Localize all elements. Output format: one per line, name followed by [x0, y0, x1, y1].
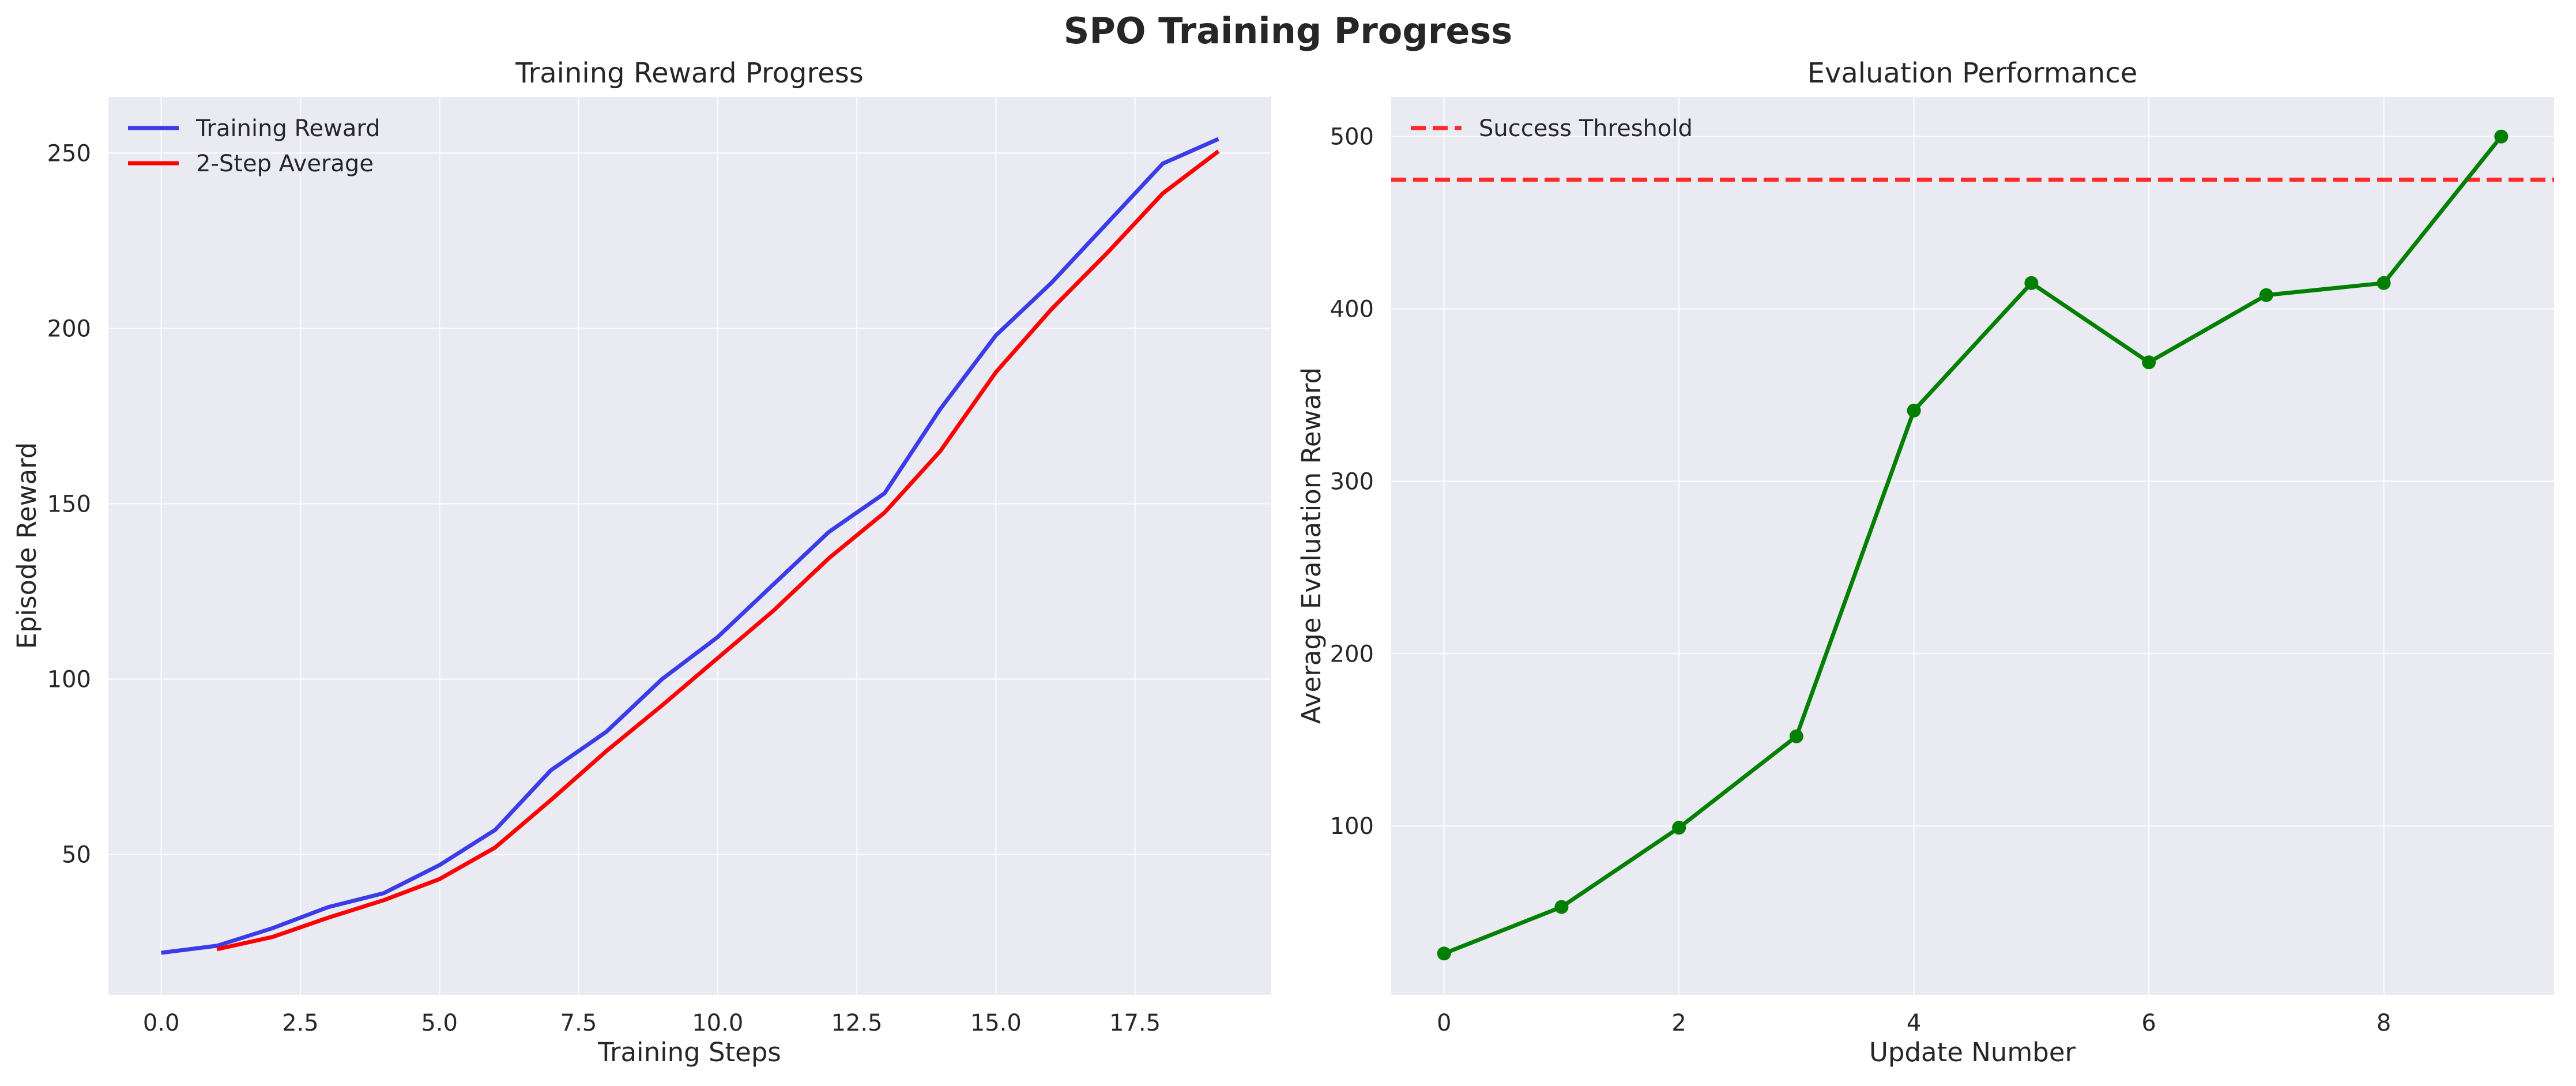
evaluation-reward-point: [2024, 276, 2039, 290]
training-x-tick-label: 2.5: [282, 1010, 319, 1036]
evaluation-y-tick-label: 300: [1330, 468, 1374, 495]
training-x-tick-label: 15.0: [970, 1010, 1022, 1036]
evaluation-reward-point: [1789, 729, 1803, 743]
training-y-tick-label: 200: [47, 315, 91, 342]
evaluation-reward-point: [1672, 821, 1686, 835]
training-x-label: Training Steps: [597, 1037, 781, 1068]
evaluation-reward-point: [1437, 946, 1451, 961]
evaluation-reward-line: [1443, 135, 2503, 956]
training-series: [161, 137, 1220, 955]
training-x-ticks: 0.0 2.5 5.0 7.5 10.0 12.5 15.0 17.5: [143, 1010, 1161, 1036]
evaluation-y-tick-label: 500: [1330, 124, 1374, 151]
training-x-tick-label: 10.0: [692, 1010, 743, 1036]
training-x-tick-label: 0.0: [143, 1010, 180, 1036]
evaluation-panel: 0 2 4 6 8 100 200 300 400 500 Evaluation Perform…: [1296, 57, 2554, 1068]
evaluation-reward-point: [2259, 288, 2273, 302]
evaluation-reward-point: [1907, 403, 1921, 418]
evaluation-x-tick-label: 6: [2141, 1010, 2156, 1036]
evaluation-reward-point: [2142, 355, 2156, 370]
training-reward-panel: 0.0 2.5 5.0 7.5 10.0 12.5 15.0 17.5 50 100 150 200…: [12, 57, 1271, 1068]
evaluation-series: [1391, 129, 2554, 961]
legend-label-success-threshold: Success Threshold: [1479, 115, 1693, 142]
evaluation-reward-point: [2494, 129, 2509, 144]
evaluation-x-label: Update Number: [1869, 1037, 2076, 1068]
evaluation-y-tick-label: 400: [1330, 296, 1374, 323]
training-grid: [108, 97, 1271, 995]
training-y-tick-label: 50: [62, 842, 91, 869]
evaluation-x-tick-label: 8: [2377, 1010, 2391, 1036]
evaluation-x-tick-label: 4: [1907, 1010, 1921, 1036]
training-plot-area: [108, 97, 1271, 995]
legend-label-training-reward: Training Reward: [195, 115, 381, 142]
training-y-tick-label: 250: [47, 140, 91, 167]
evaluation-y-tick-label: 100: [1330, 813, 1374, 840]
evaluation-x-tick-label: 2: [1671, 1010, 1686, 1036]
evaluation-panel-title: Evaluation Performance: [1807, 57, 2138, 89]
training-reward-line: [161, 137, 1219, 955]
training-x-tick-label: 7.5: [560, 1010, 597, 1036]
evaluation-legend: Success Threshold: [1411, 115, 1693, 142]
evaluation-grid: [1391, 97, 2554, 995]
training-y-label: Episode Reward: [12, 442, 42, 649]
evaluation-reward-point: [1554, 900, 1569, 914]
legend-label-2-step-average: 2-Step Average: [196, 151, 374, 177]
evaluation-reward-point: [2377, 276, 2391, 290]
figure-title: SPO Training Progress: [1064, 10, 1512, 52]
evaluation-y-tick-label: 200: [1330, 641, 1374, 667]
training-y-tick-label: 150: [47, 491, 91, 518]
training-x-tick-label: 17.5: [1109, 1010, 1161, 1036]
2-step-average-line: [216, 149, 1220, 952]
evaluation-x-ticks: 0 2 4 6 8: [1437, 1010, 2391, 1036]
evaluation-plot-area: [1391, 97, 2554, 995]
training-y-ticks: 50 100 150 200 250: [47, 140, 91, 868]
evaluation-x-tick-label: 0: [1437, 1010, 1451, 1036]
training-panel-title: Training Reward Progress: [515, 57, 864, 89]
evaluation-y-ticks: 100 200 300 400 500: [1330, 124, 1374, 840]
training-legend: Training Reward 2-Step Average: [128, 115, 381, 177]
evaluation-y-label: Average Evaluation Reward: [1296, 367, 1327, 724]
training-x-tick-label: 5.0: [421, 1010, 458, 1036]
training-y-tick-label: 100: [47, 667, 91, 693]
training-x-tick-label: 12.5: [831, 1010, 882, 1036]
